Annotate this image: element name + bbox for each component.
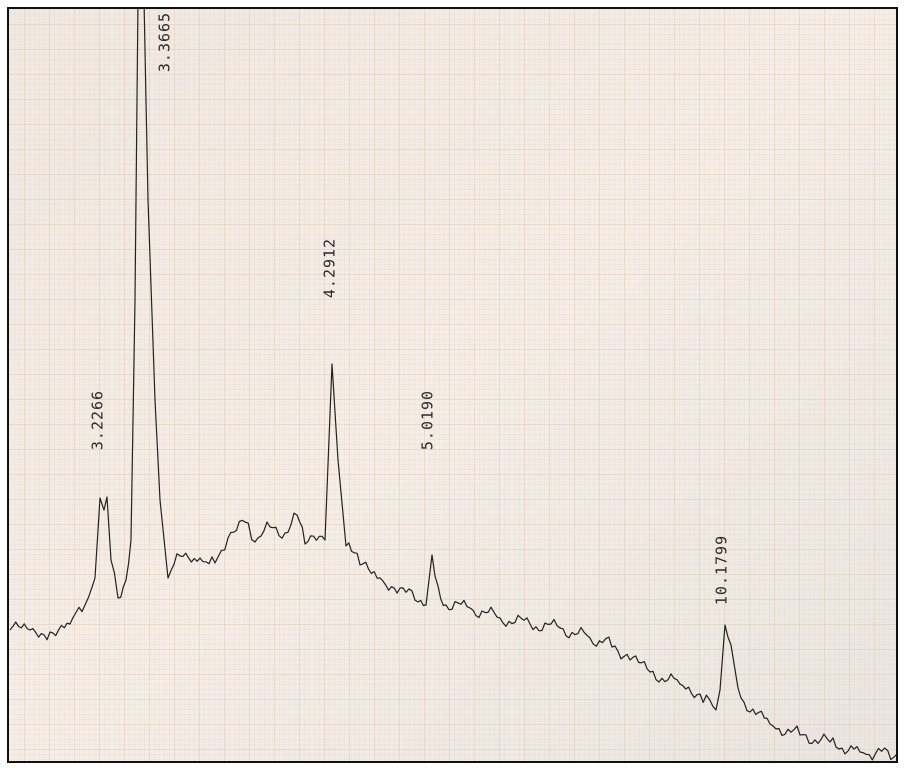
peak-label: 5.0190	[419, 390, 437, 450]
peak-label: 3.2266	[89, 390, 107, 450]
peak-label: 3.3665	[156, 12, 174, 72]
trace	[9, 9, 897, 761]
major-grid	[9, 9, 897, 761]
peak-label: 4.2912	[321, 238, 339, 298]
frame	[7, 7, 898, 763]
peak-label: 10.1799	[713, 535, 731, 605]
